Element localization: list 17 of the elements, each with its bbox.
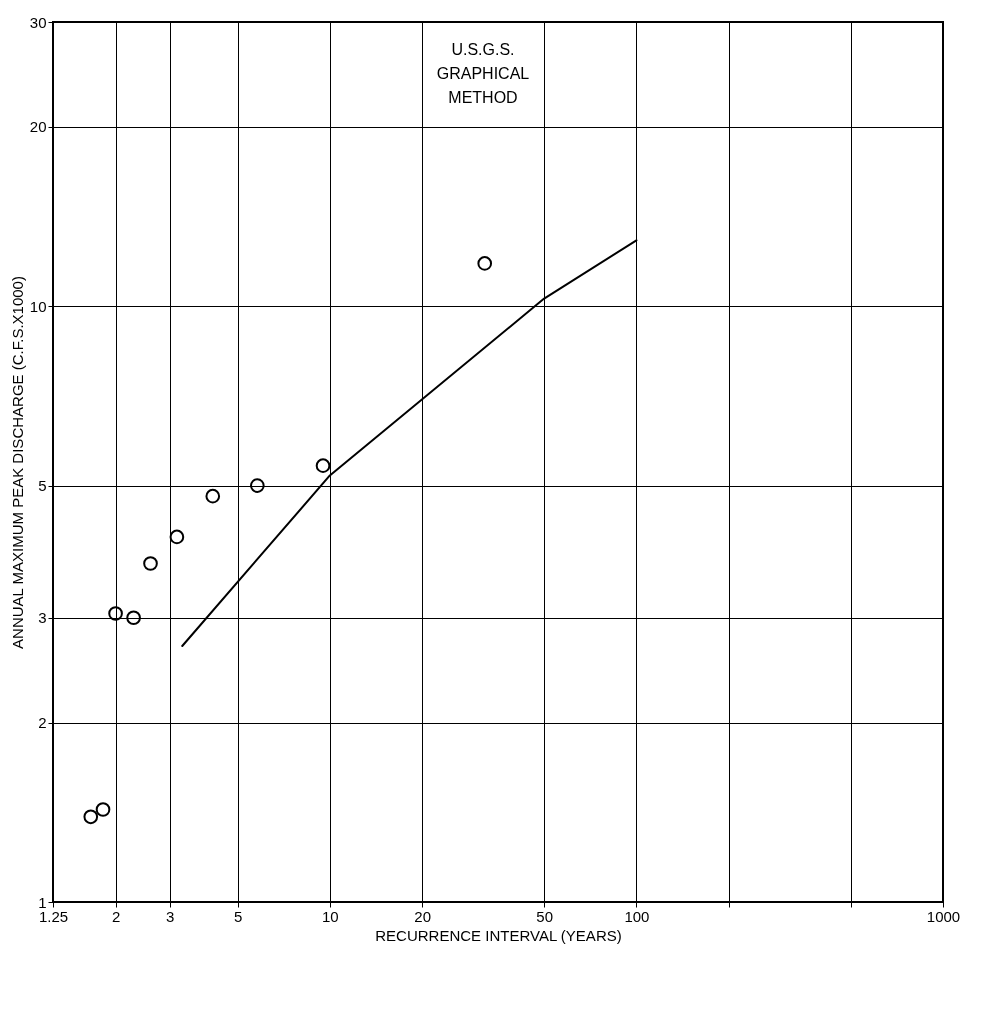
y-tick-label: 20 — [29, 118, 47, 136]
x-tick-label: 10 — [322, 907, 339, 925]
x-tick-label: 3 — [165, 907, 175, 925]
x-tick-label: 50 — [536, 907, 553, 925]
y-axis-title: ANNUAL MAXIMUM PEAK DISCHARGE (C.F.S.X1000) — [8, 276, 26, 649]
x-tick-label: 1000 — [926, 907, 961, 925]
x-tick-label: 20 — [414, 907, 431, 925]
y-tick-label: 2 — [38, 714, 47, 732]
x-tick-label: 5 — [233, 907, 243, 925]
y-tick-label: 3 — [38, 609, 47, 627]
y-tick-label: 30 — [29, 13, 47, 31]
y-tick-label: 10 — [29, 297, 47, 315]
y-tick-label: 5 — [38, 477, 47, 495]
annotation: U.S.G.S. GRAPHICAL METHOD — [436, 41, 530, 106]
x-axis-title: RECURRENCE INTERVAL (YEARS) — [375, 926, 622, 944]
x-tick-label: 100 — [624, 907, 650, 925]
x-tick-label: 2 — [111, 907, 121, 925]
